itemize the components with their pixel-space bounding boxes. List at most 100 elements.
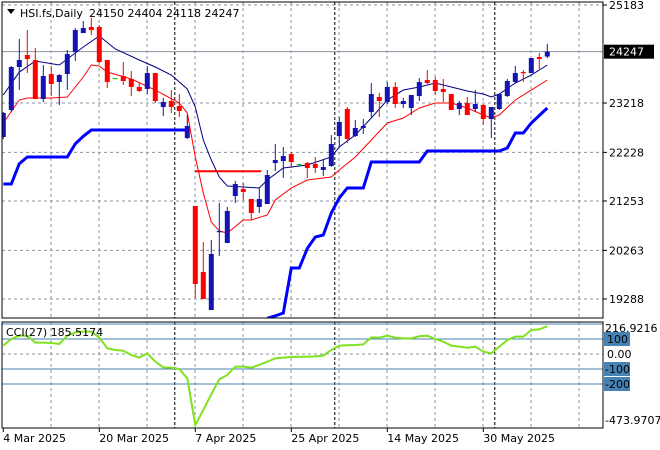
cci-level-label: -200 <box>605 378 630 391</box>
candle-body <box>256 199 262 207</box>
price-tick-label: 19288 <box>609 293 644 306</box>
candle-body <box>24 55 30 60</box>
candle <box>520 70 526 83</box>
candle-body <box>528 58 534 74</box>
candle-body <box>384 86 390 103</box>
candle-body <box>232 183 238 197</box>
candle-body <box>352 127 358 137</box>
candle <box>72 27 78 62</box>
candle-body <box>448 94 454 111</box>
candle <box>432 77 438 96</box>
candle <box>48 65 54 97</box>
candle-body <box>400 101 406 104</box>
candle <box>88 18 94 36</box>
candle-body <box>416 82 422 97</box>
candle-body <box>456 103 462 109</box>
cci-level-label: -100 <box>605 363 630 376</box>
candle <box>504 79 510 98</box>
current-price-box <box>604 44 654 59</box>
candle-body <box>312 163 318 168</box>
candle <box>128 70 134 97</box>
candle-body <box>336 122 342 137</box>
candle-body <box>56 75 62 83</box>
candle <box>8 65 14 113</box>
price-tick-label: 21253 <box>609 195 644 208</box>
candle <box>16 39 22 91</box>
trailing-stop-line <box>266 106 549 318</box>
candle <box>40 64 46 103</box>
candle-body <box>224 210 230 243</box>
ohlc-readout: 24150 24404 24118 24247 <box>89 7 239 20</box>
candle-body <box>2 112 6 138</box>
candle <box>408 95 414 116</box>
candle <box>352 120 358 138</box>
candle-body <box>88 26 94 30</box>
cci-title: CCI(27) 185.5174 <box>6 326 103 339</box>
symbol-title: HSI.fs,Daily <box>20 7 83 20</box>
candle <box>120 62 126 85</box>
candle <box>536 53 542 69</box>
candle-body <box>192 205 198 284</box>
candle <box>296 163 302 166</box>
candle-body <box>320 166 326 170</box>
candle <box>256 187 262 213</box>
candle <box>456 101 462 116</box>
candle <box>336 117 342 147</box>
candle <box>136 83 142 93</box>
cci-level-box <box>604 332 630 346</box>
candle <box>304 161 310 179</box>
time-axis: 4 Mar 2025 20 Mar 2025 7 Apr 2025 25 Apr 20… <box>2 428 555 445</box>
cci-level-label: 100 <box>607 333 628 346</box>
candle <box>232 181 238 203</box>
dropdown-triangle-icon[interactable] <box>7 9 15 14</box>
candle-body <box>64 54 70 75</box>
time-tick-label: 7 Apr 2025 <box>195 432 256 445</box>
cci-level-box <box>604 377 630 391</box>
candle <box>368 83 374 118</box>
candle-body <box>264 175 270 204</box>
candle <box>168 90 174 114</box>
candle-body <box>464 103 470 116</box>
grid-lines <box>2 2 603 428</box>
candle-body <box>376 97 382 102</box>
candle <box>216 202 222 257</box>
cci-level-box <box>604 362 630 376</box>
candle <box>192 205 198 299</box>
candle <box>440 79 446 103</box>
candle <box>176 94 182 118</box>
candle-body <box>480 104 486 120</box>
candle <box>112 78 118 80</box>
candle-body <box>144 73 150 89</box>
current-price-label: 24247 <box>609 46 644 59</box>
candle-body <box>120 76 126 82</box>
candle-body <box>72 30 78 53</box>
time-tick-label: 4 Mar 2025 <box>3 432 66 445</box>
period-separators <box>174 2 496 428</box>
candle-body <box>520 72 526 74</box>
candle-body <box>168 101 174 107</box>
candle-body <box>408 95 414 108</box>
candle-body <box>152 73 158 102</box>
candle <box>328 135 334 167</box>
candle-body <box>440 88 446 93</box>
candle <box>152 73 158 103</box>
candle <box>416 78 422 102</box>
candle-body <box>472 103 478 109</box>
candle-body <box>96 26 102 63</box>
price-tick-label: 25183 <box>609 0 644 12</box>
candle-body <box>248 199 254 213</box>
candle <box>392 82 398 108</box>
candle <box>448 94 454 111</box>
candle <box>160 98 166 117</box>
candle-body <box>280 156 286 162</box>
candle <box>240 182 246 201</box>
candle-body <box>136 86 142 91</box>
candle-body <box>48 74 54 84</box>
candle-body <box>128 79 134 87</box>
candle-body <box>40 76 46 100</box>
candle <box>56 74 62 105</box>
candle-body <box>16 60 22 67</box>
candle-body <box>272 160 278 163</box>
cci-plot <box>2 323 603 428</box>
